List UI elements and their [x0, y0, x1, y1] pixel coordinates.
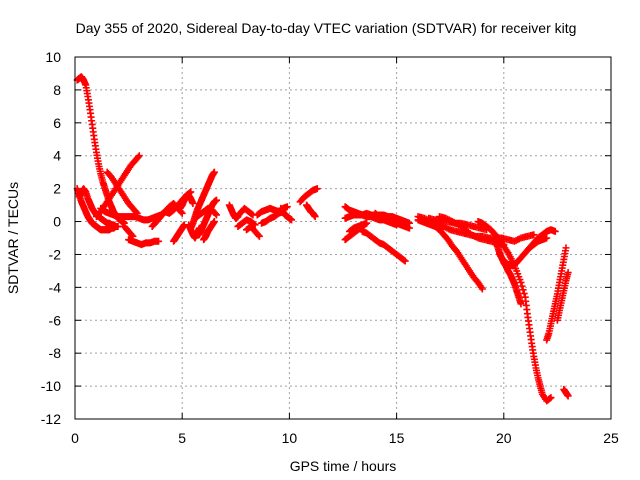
- data-point: [114, 222, 122, 230]
- chart-title: Day 355 of 2020, Sidereal Day-to-day VTE…: [76, 20, 577, 36]
- series-arc-31: [358, 227, 409, 265]
- data-point: [248, 210, 256, 218]
- data-point: [518, 282, 526, 290]
- data-point: [283, 203, 291, 211]
- data-point: [478, 285, 486, 293]
- y-tick-label: -12: [41, 411, 61, 427]
- y-tick-label: -8: [49, 345, 62, 361]
- data-point: [311, 213, 319, 221]
- x-axis-label: GPS time / hours: [290, 458, 397, 474]
- series-arc-8: [120, 222, 137, 240]
- plot-frame: [74, 56, 612, 420]
- data-point: [517, 278, 525, 286]
- series-arc-40: [526, 234, 551, 252]
- series-arc-11: [170, 221, 188, 245]
- data-point: [211, 210, 219, 218]
- data-point: [254, 231, 262, 239]
- data-point: [288, 216, 296, 224]
- data-point: [530, 231, 538, 239]
- x-tick-label: 0: [71, 430, 79, 446]
- data-point: [520, 290, 528, 298]
- data-point: [405, 224, 413, 232]
- series-arc-19: [232, 204, 257, 222]
- y-tick-label: 6: [53, 115, 61, 131]
- data-point: [363, 219, 371, 227]
- tick-labels: 0 5 10 15 20 25 -12 -10 -8 -6 -4 -2 0 2 4 6 8 10: [41, 49, 619, 446]
- data-point: [564, 392, 572, 400]
- series-arc-37: [474, 218, 555, 405]
- data-point: [155, 237, 163, 245]
- data-point: [562, 244, 570, 252]
- data-point: [255, 232, 263, 240]
- x-tick-label: 25: [603, 430, 619, 446]
- data-point: [213, 211, 221, 219]
- series-arc-25: [296, 185, 321, 206]
- data-points: [73, 73, 572, 405]
- data-point: [400, 256, 408, 264]
- series-arc-12: [174, 191, 197, 212]
- x-tick-label: 15: [389, 430, 405, 446]
- series-arc-16: [195, 196, 221, 239]
- x-tick-label: 5: [178, 430, 186, 446]
- series-arc-43: [560, 385, 572, 400]
- data-point: [135, 152, 143, 160]
- data-point: [134, 153, 142, 161]
- data-point: [210, 218, 218, 226]
- series-arc-21: [243, 222, 263, 240]
- data-point: [210, 168, 218, 176]
- data-point: [517, 300, 525, 308]
- series-arc-5: [103, 168, 141, 217]
- data-point: [546, 394, 554, 402]
- series-arc-20: [234, 216, 259, 230]
- x-tick-label: 20: [496, 430, 512, 446]
- y-tick-label: -4: [49, 279, 62, 295]
- y-tick-label: -6: [49, 312, 62, 328]
- y-tick-label: -10: [41, 378, 61, 394]
- series-arc-26: [303, 201, 319, 221]
- data-point: [401, 257, 409, 265]
- data-point: [313, 185, 321, 193]
- series-arc-30: [345, 219, 371, 235]
- x-tick-label: 10: [282, 430, 298, 446]
- series-arc-24: [277, 204, 296, 224]
- y-tick-label: 4: [53, 148, 61, 164]
- data-point: [189, 199, 197, 207]
- data-point: [178, 209, 186, 217]
- data-point: [547, 394, 555, 402]
- y-tick-label: -2: [49, 246, 62, 262]
- data-point: [551, 227, 559, 235]
- y-tick-label: 10: [45, 49, 61, 65]
- y-tick-label: 0: [53, 214, 61, 230]
- series-arc-6: [97, 204, 165, 224]
- series-arc-42: [553, 269, 572, 324]
- data-point: [564, 269, 572, 277]
- series-arc-41: [543, 244, 570, 344]
- data-point: [213, 196, 221, 204]
- data-point: [519, 286, 527, 294]
- series-arc-17: [200, 218, 218, 244]
- data-point: [543, 234, 551, 242]
- data-point: [128, 231, 136, 239]
- y-tick-label: 8: [53, 82, 61, 98]
- y-tick-label: 2: [53, 181, 61, 197]
- series-arc-32: [371, 209, 413, 232]
- series-arc-7: [125, 236, 163, 249]
- y-axis-label: SDTVAR / TECUs: [5, 182, 21, 294]
- data-point: [129, 232, 137, 240]
